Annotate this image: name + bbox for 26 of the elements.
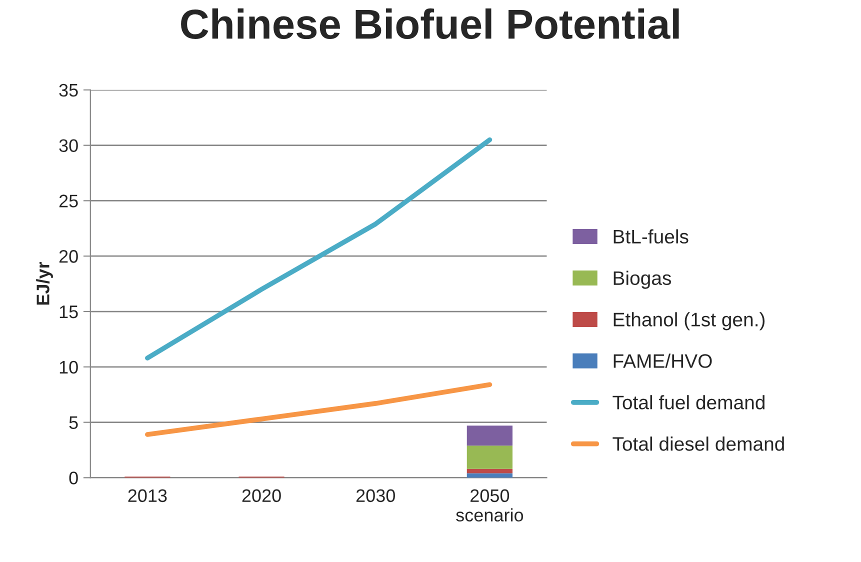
y-tick-label: 10: [60, 360, 78, 374]
bar: [466, 468, 513, 474]
x-tick-label: 2050 scenario: [456, 489, 524, 522]
bar: [466, 446, 513, 469]
x-tick-label: 2020: [242, 489, 281, 502]
legend-label: Biogas: [614, 270, 671, 289]
y-tick-label: 35: [59, 84, 78, 97]
line-series: [145, 137, 492, 360]
line-series: [145, 382, 492, 437]
y-tick-label: 5: [69, 416, 78, 430]
y-tick-label: 20: [59, 250, 78, 263]
y-axis-title: EJ/yr: [36, 262, 53, 305]
y-tick-label: 30: [59, 139, 78, 152]
x-tick-label: 2030: [356, 489, 395, 502]
legend-label: Ethanol (1st gen.): [614, 312, 765, 330]
bar: [466, 473, 513, 478]
x-tick-label: 2013: [128, 489, 167, 502]
y-tick-label: 25: [59, 194, 78, 208]
y-tick-label: 15: [60, 306, 78, 318]
legend-label: FAME/HVO: [614, 354, 712, 368]
bar: [466, 426, 513, 446]
chart-title: Chinese Biofuel Potential: [181, 8, 679, 40]
legend-label: Total fuel demand: [612, 395, 764, 410]
legend-label: Total diesel demand: [612, 436, 784, 451]
legend-label: BtL-fuels: [614, 229, 688, 244]
y-tick-label: 0: [69, 472, 78, 484]
